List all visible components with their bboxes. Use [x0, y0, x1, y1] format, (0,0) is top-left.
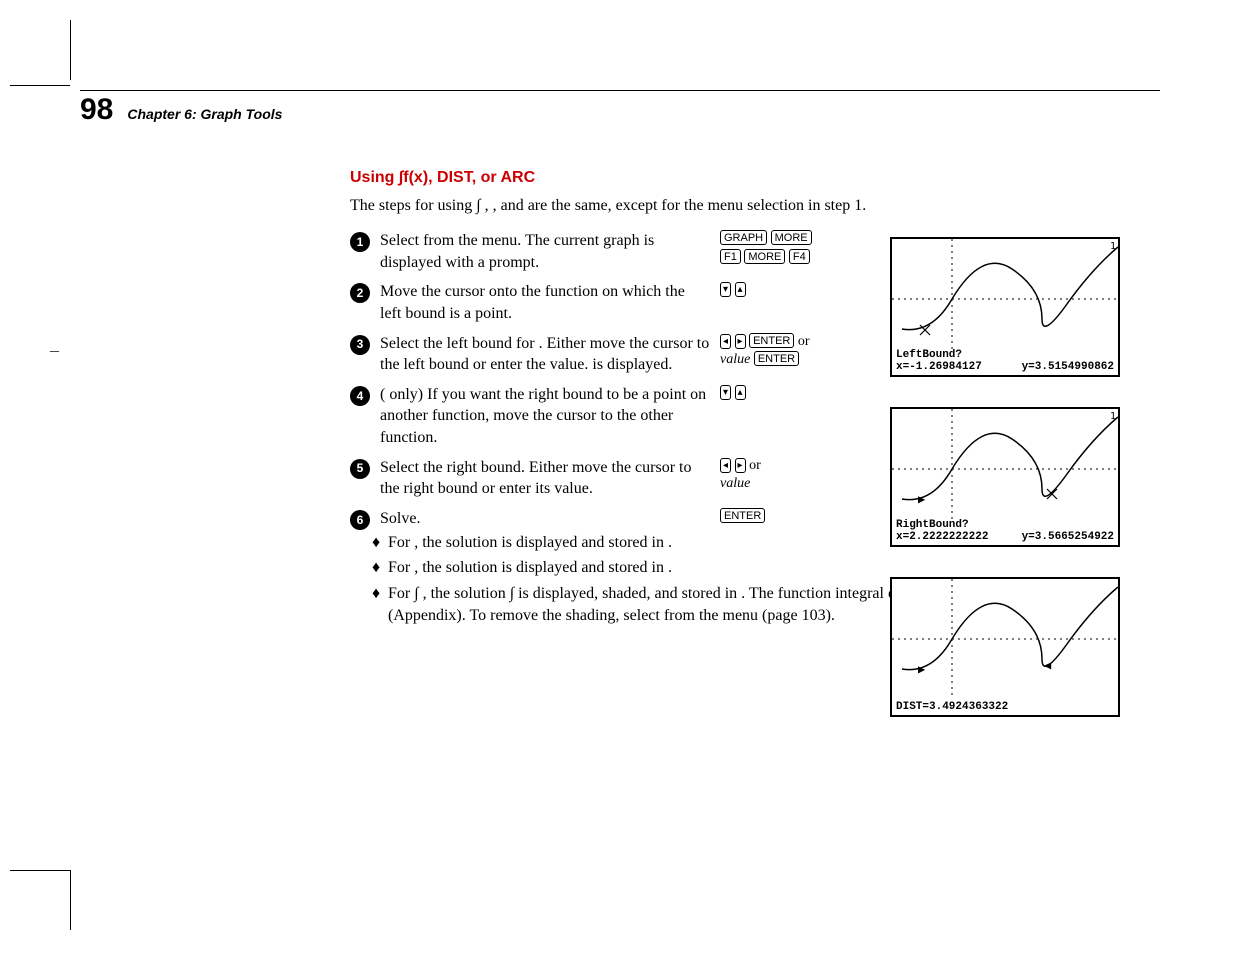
key-up-icon: ▴ — [735, 385, 746, 400]
intro-text: The steps for using ∫ , , and are the sa… — [350, 195, 1150, 217]
key-more: MORE — [771, 230, 812, 245]
step-keys: GRAPH MORE F1 MORE F4 — [720, 230, 850, 268]
key-down-icon: ▾ — [720, 385, 731, 400]
screen1-y: y=3.5154990862 — [1022, 361, 1114, 373]
key-left-icon: ◂ — [720, 458, 731, 473]
screen2-y: y=3.5665254922 — [1022, 531, 1114, 543]
step-text: Select from the menu. The current graph … — [380, 230, 710, 273]
step-text: ( only) If you want the right bound to b… — [380, 384, 710, 449]
bullet-icon: ♦ — [372, 532, 382, 554]
chapter-label: Chapter 6: Graph Tools — [127, 106, 282, 122]
svg-text:▶: ▶ — [918, 492, 926, 506]
step-number: 3 — [350, 335, 370, 355]
key-enter2: ENTER — [754, 351, 799, 366]
step-number: 1 — [350, 232, 370, 252]
step-number: 2 — [350, 283, 370, 303]
calc-screen-2: 1 ▶ RightBound? x=2.2222222222 y=3.56652… — [890, 407, 1120, 547]
screen1-leftbound: LeftBound? — [896, 349, 962, 361]
calc-screen-3: ▶ ◀ DIST=3.4924363322 — [890, 577, 1120, 717]
margin-dash: – — [50, 340, 59, 361]
or-text: or — [749, 458, 761, 473]
step-keys: ▾ ▴ — [720, 281, 850, 300]
key-right-icon: ▸ — [735, 334, 746, 349]
key-f4: F4 — [789, 249, 810, 264]
step-number: 5 — [350, 459, 370, 479]
bullet-icon: ♦ — [372, 583, 382, 626]
screen3-dist: DIST=3.4924363322 — [896, 701, 1008, 713]
step-text: Select the left bound for . Either move … — [380, 333, 710, 376]
step-text: Solve. — [380, 508, 710, 530]
svg-text:▶: ▶ — [918, 662, 926, 676]
value-prefix: value — [720, 476, 750, 491]
calculator-screens: 1 LeftBound? x=-1.26984127 y=3.515499086… — [890, 237, 1150, 747]
key-up-icon: ▴ — [735, 282, 746, 297]
key-enter: ENTER — [720, 508, 765, 523]
step-text: Select the right bound. Either move the … — [380, 457, 710, 500]
key-enter: ENTER — [749, 333, 794, 348]
step-keys: ENTER — [720, 508, 850, 527]
screen1-x: x=-1.26984127 — [896, 361, 982, 373]
sub-item-text: For , the solution is displayed and stor… — [388, 532, 708, 554]
step-keys: ▾ ▴ — [720, 384, 850, 403]
screen2-x: x=2.2222222222 — [896, 531, 988, 543]
main-content: Using ∫f(x), DIST, or ARC The steps for … — [350, 167, 1150, 626]
key-more2: MORE — [744, 249, 785, 264]
bullet-icon: ♦ — [372, 557, 382, 579]
section-title: Using ∫f(x), DIST, or ARC — [350, 167, 1150, 189]
key-right-icon: ▸ — [735, 458, 746, 473]
key-left-icon: ◂ — [720, 334, 731, 349]
step-keys: ◂ ▸ ENTER or value ENTER — [720, 333, 850, 371]
step-number: 6 — [350, 510, 370, 530]
svg-text:◀: ◀ — [1044, 658, 1052, 672]
value-prefix: value — [720, 352, 754, 367]
sub-item-text: For , the solution is displayed and stor… — [388, 557, 708, 579]
step-number: 4 — [350, 386, 370, 406]
or-text: or — [798, 334, 810, 349]
key-down-icon: ▾ — [720, 282, 731, 297]
running-head: 98 Chapter 6: Graph Tools — [80, 93, 1160, 127]
key-f1: F1 — [720, 249, 741, 264]
page-number: 98 — [80, 93, 113, 127]
key-graph: GRAPH — [720, 230, 767, 245]
calc-screen-1: 1 LeftBound? x=-1.26984127 y=3.515499086… — [890, 237, 1120, 377]
step-text: Move the cursor onto the function on whi… — [380, 281, 710, 324]
screen2-rightbound: RightBound? — [896, 519, 969, 531]
step-keys: ◂ ▸ or value — [720, 457, 850, 495]
page-content: 98 Chapter 6: Graph Tools Using ∫f(x), D… — [80, 90, 1160, 626]
